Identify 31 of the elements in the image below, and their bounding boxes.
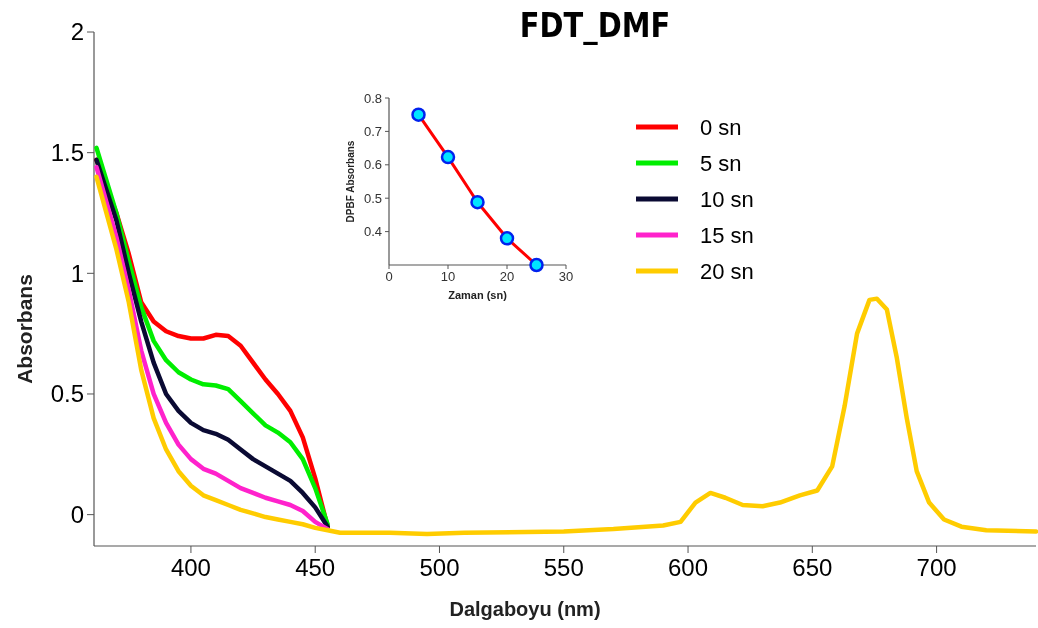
- x-tick-label: 650: [792, 553, 833, 581]
- legend-label: 20 sn: [700, 258, 754, 284]
- y-tick-label: 0.6: [363, 157, 382, 173]
- x-tick-label: 500: [419, 553, 460, 581]
- x-tick-label: 10: [440, 269, 456, 285]
- x-tick-label: 700: [916, 553, 957, 581]
- x-tick-label: 450: [295, 553, 336, 581]
- y-tick-label: 0.8: [363, 90, 382, 106]
- y-axis-title: Absorbans: [13, 274, 36, 384]
- legend-label: 15 sn: [700, 222, 754, 248]
- legend-label: 5 sn: [700, 150, 742, 176]
- y-axis-title: DPBF Absorbans: [345, 140, 356, 223]
- x-tick-label: 400: [170, 553, 211, 581]
- y-tick-label: 2: [70, 18, 84, 46]
- legend-label: 10 sn: [700, 186, 754, 212]
- x-tick-label: 30: [558, 269, 574, 285]
- x-axis-title: Dalgaboyu (nm): [449, 598, 601, 620]
- y-tick-label: 1: [70, 259, 84, 287]
- x-axis-title: Zaman (sn): [448, 289, 508, 301]
- y-tick-label: 1.5: [50, 139, 84, 167]
- y-tick-label: 0.4: [363, 224, 382, 240]
- x-tick-label: 550: [543, 553, 584, 581]
- y-tick-label: 0.5: [50, 380, 84, 408]
- x-tick-label: 0: [385, 269, 393, 285]
- legend-label: 0 sn: [700, 114, 742, 140]
- y-tick-label: 0.5: [363, 190, 382, 206]
- chart-title: FDT_DMF: [519, 5, 671, 46]
- y-tick-label: 0.7: [363, 123, 382, 139]
- y-tick-label: 0: [70, 501, 84, 529]
- x-tick-label: 600: [668, 553, 709, 581]
- x-tick-label: 20: [499, 269, 515, 285]
